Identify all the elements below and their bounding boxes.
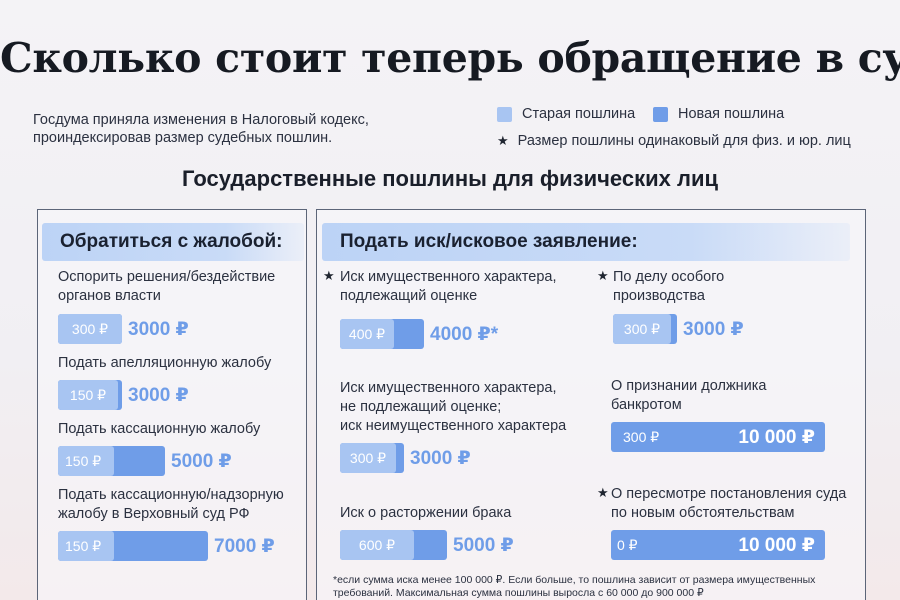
star-icon: ★ — [497, 133, 509, 148]
label-line: по новым обстоятельствам — [611, 505, 795, 521]
label-line: О пересмотре постановления суда — [611, 486, 847, 502]
label-line: органов власти — [58, 288, 161, 304]
fee-bar-new: 600 ₽ — [340, 530, 447, 560]
lawsuit-item-label: Иск имущественного характера, не подлежа… — [340, 379, 600, 436]
legend-new: Новая пошлина — [653, 106, 784, 122]
label-line: Иск имущественного характера, — [340, 269, 557, 285]
star-icon: ★ — [597, 485, 609, 500]
label-line: Иск о расторжении брака — [340, 505, 512, 521]
footnote: *если сумма иска менее 100 000 ₽. Если б… — [333, 574, 853, 600]
lawsuit-panel-heading: Подать иск/исковое заявление: — [322, 223, 850, 261]
legend-star-note: ★ Размер пошлины одинаковый для физ. и ю… — [497, 133, 851, 149]
section-title: Государственные пошлины для физических л… — [181, 166, 718, 191]
intro-line-1: Госдума приняла изменения в Налоговый ко… — [33, 112, 369, 128]
label-line: жалобу в Верховный суд РФ — [58, 506, 250, 522]
lawsuit-item-label: Иск имущественного характера, подлежащий… — [340, 268, 600, 306]
fee-bar-old: 300 ₽ — [58, 314, 122, 344]
legend-star-text: Размер пошлины одинаковый для физ. и юр.… — [517, 133, 851, 149]
legend-old: Старая пошлина — [497, 106, 635, 122]
fee-bar-new: 150 ₽ — [58, 380, 122, 410]
fee-new-value: 3000 ₽ — [128, 319, 189, 340]
fee-bar-old: 150 ₽ — [58, 446, 114, 476]
fee-new-value: 5000 ₽ — [453, 535, 514, 556]
fee-new-value: 3000 ₽ — [128, 385, 189, 406]
lawsuit-item-label: По делу особого производства — [613, 268, 853, 306]
label-line: Подать кассационную жалобу — [58, 421, 261, 437]
fee-new-value: 4000 ₽* — [430, 324, 499, 345]
intro-line-2: проиндексировав размер судебных пошлин. — [33, 130, 333, 146]
fee-bar-new: 400 ₽ — [340, 319, 424, 349]
fee-bar-new: 150 ₽ — [58, 531, 208, 561]
complaint-item-label: Подать кассационную жалобу — [58, 420, 303, 439]
fee-new-value: 10 000 ₽ — [738, 534, 815, 556]
fee-bar-old: 600 ₽ — [340, 530, 414, 560]
label-line: производства — [613, 288, 705, 304]
complaint-item-label: Подать апелляционную жалобу — [58, 354, 303, 373]
fee-bar-new: 300 ₽ — [613, 314, 677, 344]
lawsuit-item-label: Иск о расторжении брака — [340, 504, 600, 523]
star-icon: ★ — [323, 268, 335, 283]
label-line: не подлежащий оценке; — [340, 399, 502, 415]
fee-bar-new: 300 ₽ 10 000 ₽ — [611, 422, 825, 452]
footnote-line-1: *если сумма иска менее 100 000 ₽. Если б… — [333, 574, 816, 586]
legend-old-swatch — [497, 106, 512, 122]
fee-bar-new: 0 ₽ 10 000 ₽ — [611, 530, 825, 560]
fee-bar-old: 300 ₽ — [340, 443, 396, 473]
legend-new-swatch — [653, 106, 668, 122]
fee-bar-old: 300 ₽ — [613, 314, 671, 344]
label-line: По делу особого — [613, 269, 725, 285]
fee-bar-old: 400 ₽ — [340, 319, 394, 349]
fee-bar-new: 150 ₽ — [58, 446, 165, 476]
label-line: О признании должника — [611, 378, 767, 394]
legend-old-label: Старая пошлина — [522, 106, 636, 122]
fee-bar-old: 150 ₽ — [58, 531, 114, 561]
label-line: банкротом — [611, 397, 682, 413]
label-line: иск неимущественного характера — [340, 418, 567, 434]
fee-bar-new: 300 ₽ — [58, 314, 122, 344]
lawsuit-item-label: О пересмотре постановления суда по новым… — [611, 485, 859, 523]
legend-new-label: Новая пошлина — [678, 106, 785, 122]
fee-new-value: 3000 ₽ — [410, 448, 471, 469]
label-line: подлежащий оценке — [340, 288, 478, 304]
complaint-item-label: Подать кассационную/надзорную жалобу в В… — [58, 486, 303, 524]
label-line: Иск имущественного характера, — [340, 380, 557, 396]
fee-bar-old: 0 ₽ — [617, 536, 638, 553]
fee-bar-old: 300 ₽ — [623, 428, 660, 445]
label-line: Оспорить решения/бездействие — [58, 269, 276, 285]
fee-new-value: 5000 ₽ — [171, 451, 232, 472]
fee-new-value: 10 000 ₽ — [738, 426, 815, 448]
intro-text: Госдума приняла изменения в Налоговый ко… — [33, 111, 413, 147]
footnote-line-2: требований. Максимальная сумма пошлины в… — [333, 587, 704, 599]
fee-new-value: 3000 ₽ — [683, 319, 744, 340]
complaint-panel-heading: Обратиться с жалобой: — [42, 223, 304, 261]
lawsuit-item-label: О признании должника банкротом — [611, 377, 851, 415]
complaint-item-label: Оспорить решения/бездействие органов вла… — [58, 268, 303, 306]
label-line: Подать кассационную/надзорную — [58, 487, 284, 503]
label-line: Подать апелляционную жалобу — [58, 355, 272, 371]
page-title: Сколько стоит теперь обращение в суд — [0, 34, 900, 82]
fee-new-value: 7000 ₽ — [214, 536, 275, 557]
fee-bar-new: 300 ₽ — [340, 443, 404, 473]
fee-bar-old: 150 ₽ — [58, 380, 118, 410]
star-icon: ★ — [597, 268, 609, 283]
